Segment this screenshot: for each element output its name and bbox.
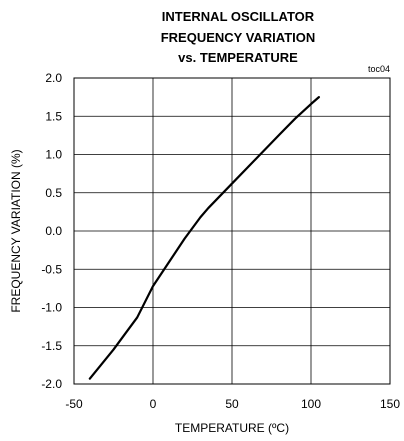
x-tick-label-1: 0 [150, 397, 157, 411]
series-layer [88, 96, 320, 380]
y-tick-label-6: -1.0 [41, 301, 62, 315]
chart-title-line-1: INTERNAL OSCILLATOR [162, 9, 315, 24]
y-axis-title: FREQUENCY VARIATION (%) [9, 149, 23, 312]
y-tick-label-7: -1.5 [41, 339, 62, 353]
x-tick-label-4: 150 [380, 397, 400, 411]
grid-layer [74, 78, 390, 384]
chart-title-line-2: FREQUENCY VARIATION [161, 30, 316, 45]
x-tick-label-3: 100 [301, 397, 321, 411]
y-tick-label-3: 0.5 [45, 186, 62, 200]
chart-title-line-3: vs. TEMPERATURE [178, 50, 298, 65]
series-line-0 [88, 96, 320, 380]
y-tick-label-5: -0.5 [41, 262, 62, 276]
chart-tag: toc04 [368, 64, 390, 74]
plot-border [73, 77, 391, 385]
x-tick-label-0: -50 [65, 397, 83, 411]
tick-layer: -50 0 50 100 150 2.0 1.5 1.0 0.5 0.0 -0.5 -1.0 -1.5 -… [41, 71, 400, 411]
y-tick-label-8: -2.0 [41, 377, 62, 391]
y-tick-label-1: 1.5 [45, 109, 62, 123]
y-tick-label-2: 1.0 [45, 148, 62, 162]
x-tick-label-2: 50 [225, 397, 239, 411]
y-tick-label-0: 2.0 [45, 71, 62, 85]
x-axis-title: TEMPERATURE (ºC) [175, 421, 289, 435]
y-tick-label-4: 0.0 [45, 224, 62, 238]
